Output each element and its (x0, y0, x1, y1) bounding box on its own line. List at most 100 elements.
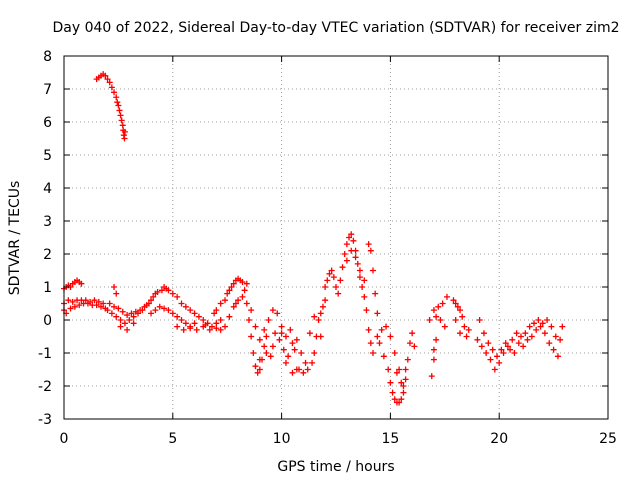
data-point (108, 84, 115, 91)
data-point (433, 336, 440, 343)
data-point (409, 330, 416, 337)
data-point (406, 340, 413, 347)
data-point (278, 323, 285, 330)
data-point (400, 383, 407, 389)
data-point (165, 307, 172, 314)
data-point (217, 326, 224, 333)
data-point (280, 346, 287, 353)
data-point (533, 326, 540, 333)
data-point (224, 290, 231, 297)
data-point (402, 376, 409, 383)
x-tick-label: 10 (273, 431, 291, 447)
data-point (380, 353, 387, 360)
data-point (124, 326, 131, 333)
data-point (398, 379, 405, 386)
data-point (250, 350, 257, 356)
data-point (326, 270, 333, 277)
data-point (315, 317, 322, 323)
data-point (117, 112, 124, 119)
data-point (400, 389, 407, 396)
data-point (437, 317, 444, 323)
data-point (500, 350, 507, 356)
data-point (356, 274, 363, 281)
data-point (245, 317, 252, 323)
data-point (337, 277, 344, 284)
data-point (267, 353, 274, 360)
data-point (256, 336, 263, 343)
data-point (111, 89, 118, 96)
y-tick-label: -1 (38, 346, 52, 362)
data-point (191, 310, 198, 317)
data-point (156, 303, 163, 310)
data-point (76, 302, 83, 309)
data-point (369, 267, 376, 274)
data-point (202, 321, 209, 328)
data-point (263, 333, 270, 340)
data-point (106, 79, 113, 86)
data-point (322, 297, 329, 304)
data-point (330, 274, 337, 281)
data-point (121, 128, 128, 135)
data-point (367, 247, 374, 254)
data-point (82, 297, 89, 304)
x-tick-label: 5 (168, 431, 177, 447)
data-point (113, 290, 120, 297)
data-point (430, 356, 437, 363)
data-point (241, 287, 248, 294)
data-point (84, 300, 91, 307)
data-point (346, 234, 353, 241)
y-tick-label: 5 (43, 148, 52, 164)
data-point (376, 340, 383, 347)
data-point (435, 303, 442, 310)
data-point (535, 317, 542, 323)
data-point (169, 290, 176, 297)
data-point (252, 363, 259, 370)
data-point (363, 307, 370, 314)
data-point (361, 293, 368, 300)
data-point (261, 343, 268, 350)
data-point (387, 333, 394, 340)
data-point (124, 312, 131, 319)
chart-title: Day 040 of 2022, Sidereal Day-to-day VTE… (53, 20, 620, 36)
plot-frame (63, 55, 609, 420)
data-point (67, 305, 74, 312)
data-point (557, 336, 564, 343)
data-point (187, 307, 194, 314)
data-point (524, 336, 531, 343)
data-point (515, 340, 522, 347)
data-point (239, 293, 246, 300)
data-point (282, 359, 289, 366)
data-point (121, 320, 128, 327)
data-point (528, 333, 535, 340)
data-point (483, 350, 490, 356)
data-point (311, 350, 318, 356)
data-point (104, 76, 111, 83)
data-point (91, 297, 98, 304)
data-point (387, 379, 394, 386)
x-tick-label: 15 (381, 431, 399, 447)
data-point (195, 313, 202, 320)
data-point (111, 284, 118, 290)
data-point (517, 333, 524, 340)
data-point (548, 323, 555, 330)
y-axis-title: SDTVAR / TECUs (7, 181, 23, 296)
data-point (509, 336, 516, 343)
y-tick-label: 8 (43, 49, 52, 65)
data-point (457, 307, 464, 314)
data-point (69, 298, 76, 305)
data-point (117, 317, 124, 323)
data-point (116, 107, 123, 114)
data-point (343, 257, 350, 264)
data-point (254, 369, 261, 376)
data-point (552, 333, 559, 340)
data-point (269, 343, 276, 350)
data-point (398, 396, 405, 403)
data-point (550, 346, 557, 353)
data-point (228, 284, 235, 290)
data-point (302, 359, 309, 366)
data-point (322, 284, 329, 290)
data-point (311, 313, 318, 320)
data-point (248, 307, 255, 314)
data-point (274, 310, 281, 317)
